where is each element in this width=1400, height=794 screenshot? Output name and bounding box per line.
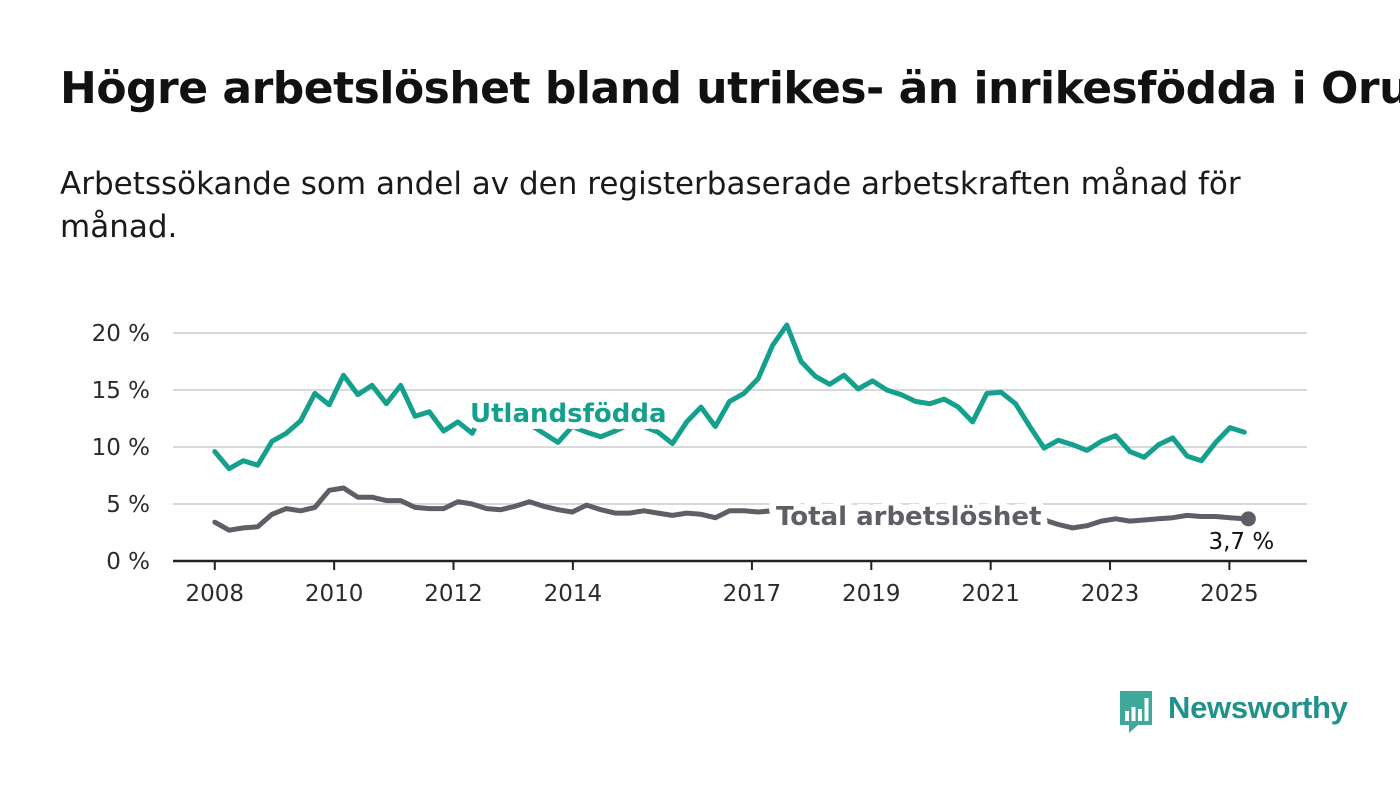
y-tick-label: 10 % <box>92 435 150 461</box>
brand: Newsworthy <box>1118 689 1348 735</box>
x-tick-label: 2010 <box>305 581 364 607</box>
brand-name: Newsworthy <box>1168 690 1348 725</box>
bar-chart-speech-bubble-icon <box>1120 691 1152 733</box>
x-tick-label: 2019 <box>842 581 901 607</box>
series-line-utlandsfodda <box>212 322 1247 472</box>
x-tick-label: 2021 <box>961 581 1020 607</box>
x-tick-label: 2017 <box>723 581 782 607</box>
x-tick-label: 2023 <box>1081 581 1140 607</box>
last-value-label: 3,7 % <box>1208 529 1274 555</box>
x-tick-label: 2012 <box>424 581 483 607</box>
y-tick-label: 20 % <box>92 321 150 347</box>
series-line-total <box>212 485 1247 533</box>
x-tick-label: 2008 <box>186 581 245 607</box>
last-value-marker <box>1240 511 1256 527</box>
series-label-total: Total arbetslöshet <box>776 502 1041 532</box>
chart-subtitle: Arbetssökande som andel av den registerb… <box>60 166 1241 245</box>
series-label-utlandsfodda: Utlandsfödda <box>470 399 667 429</box>
x-tick-label: 2014 <box>544 581 603 607</box>
chart-title: Högre arbetslöshet bland utrikes- än inr… <box>60 63 1400 114</box>
x-tick-label: 2025 <box>1200 581 1259 607</box>
y-tick-label: 0 % <box>106 549 150 575</box>
y-tick-label: 5 % <box>106 492 150 518</box>
y-tick-label: 15 % <box>92 378 150 404</box>
